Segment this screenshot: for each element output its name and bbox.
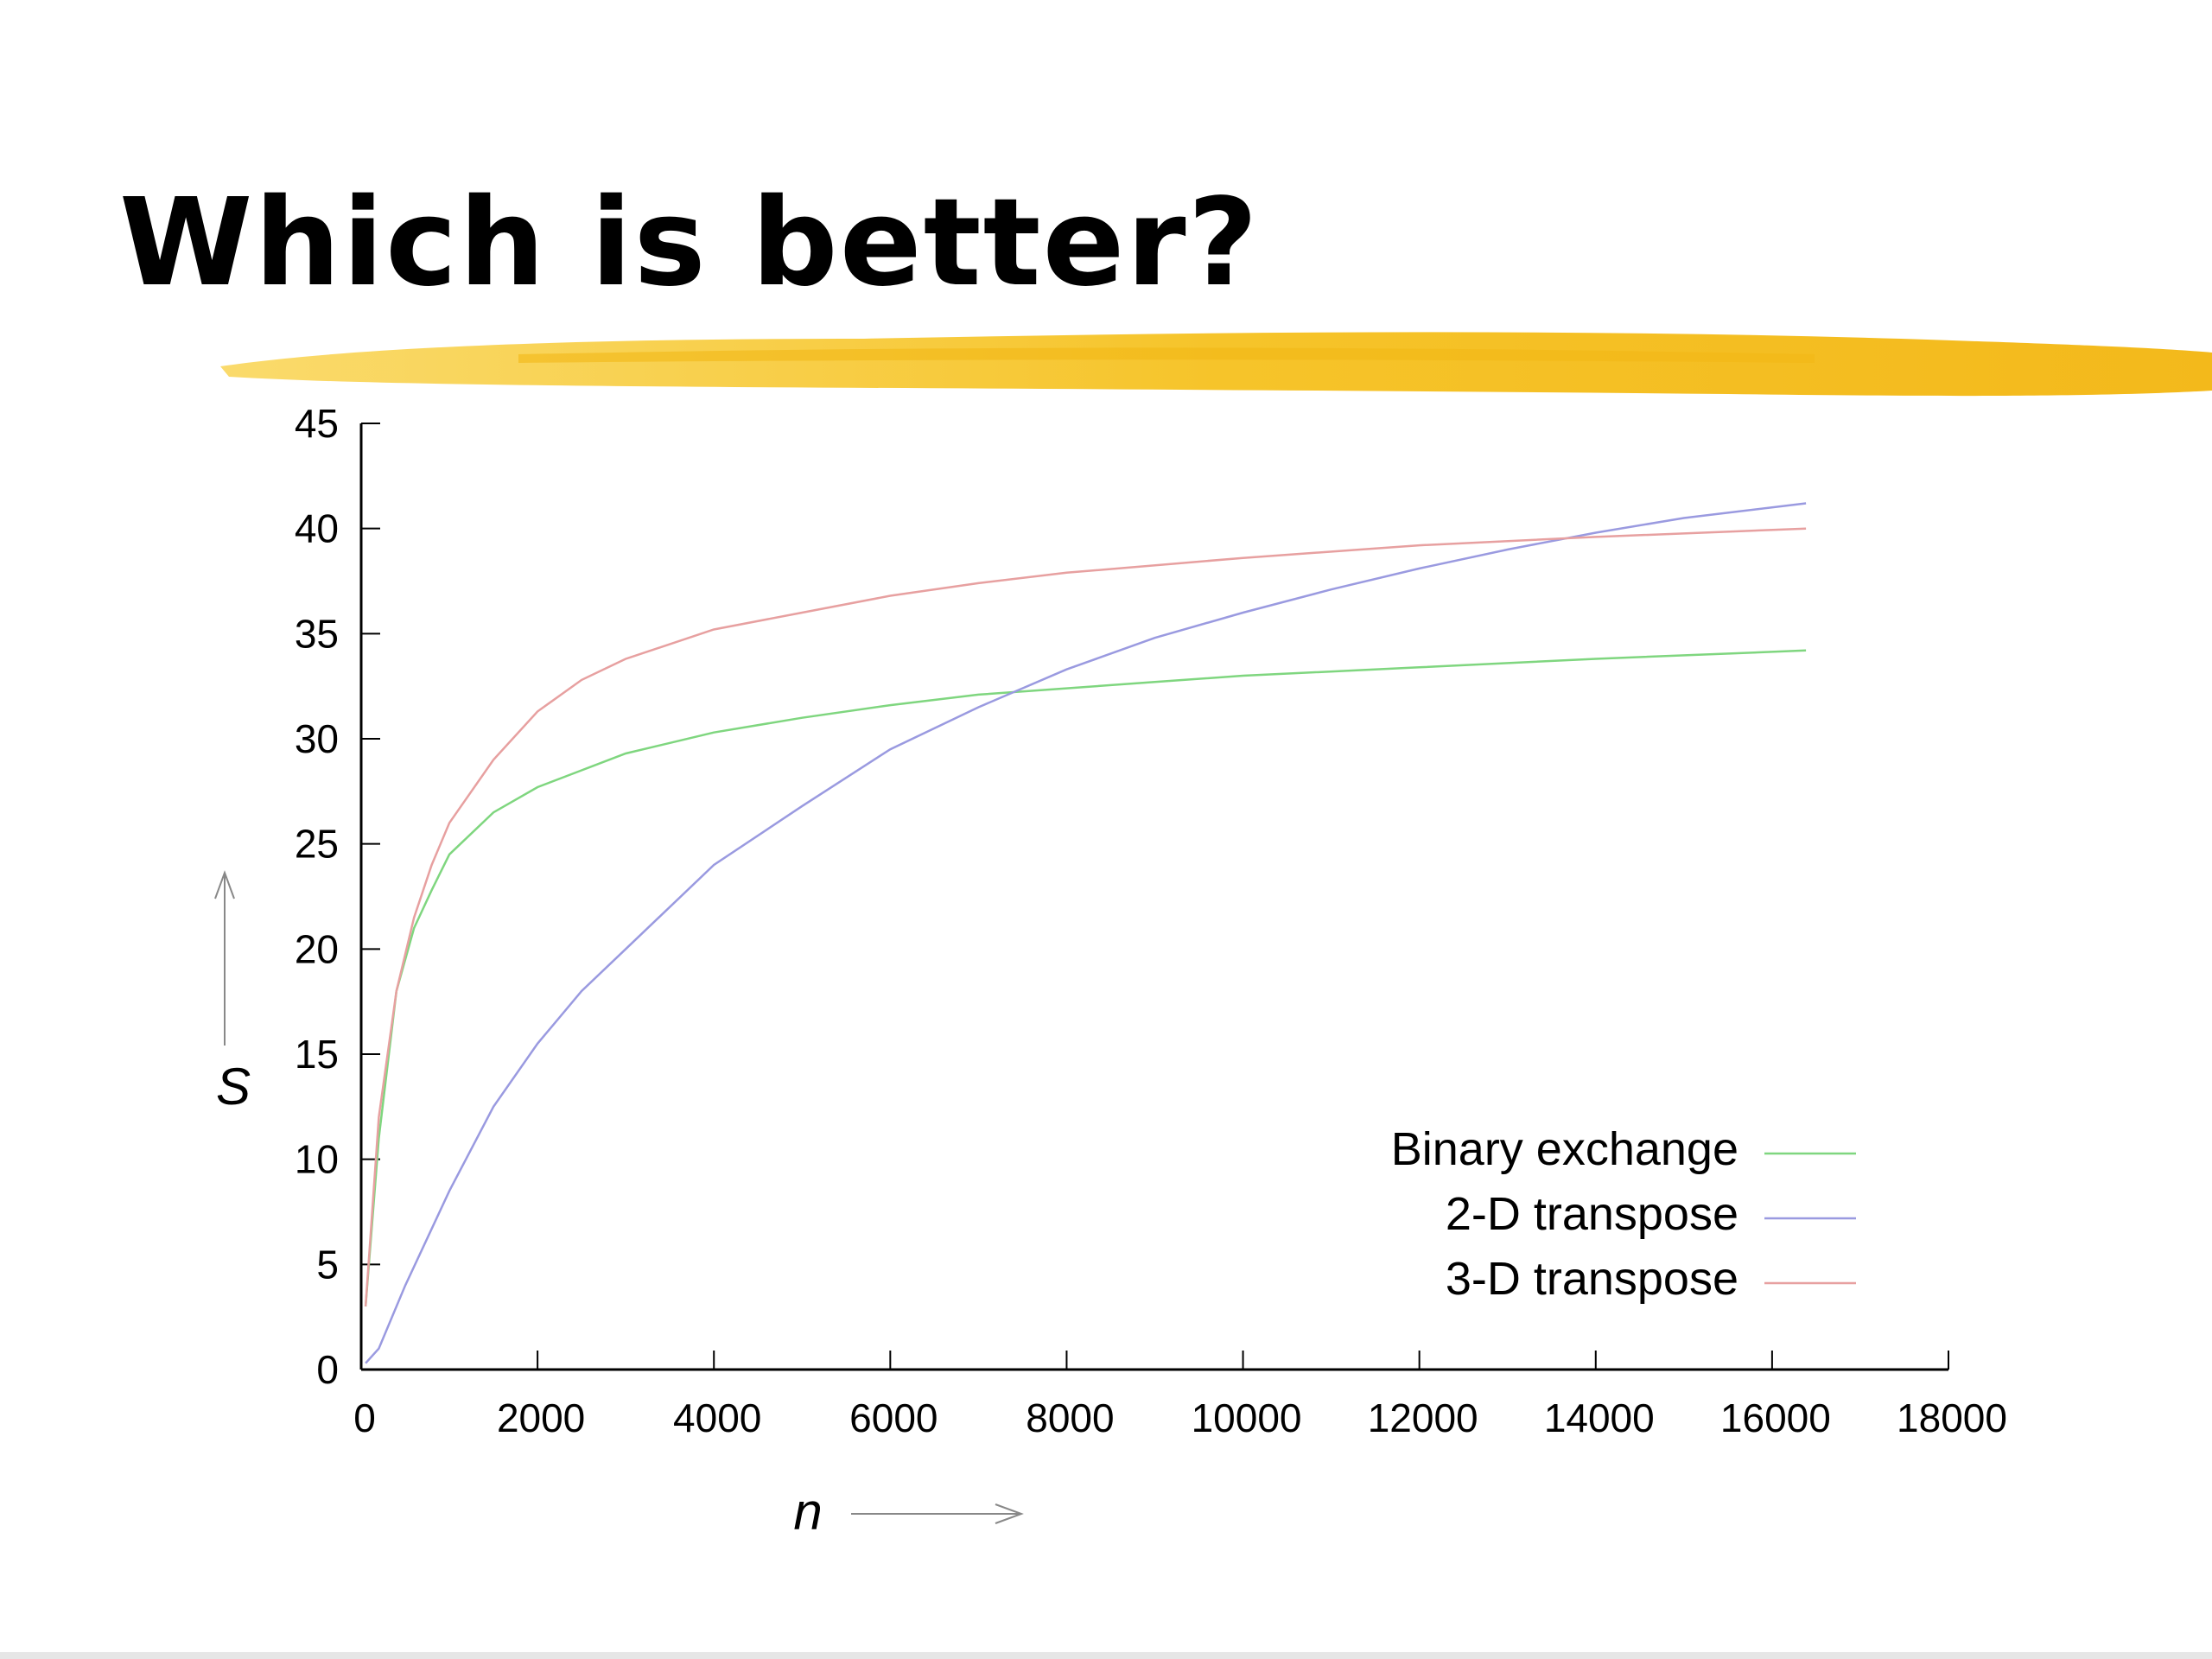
y-axis-label: S <box>216 1058 251 1116</box>
x-tick-label: 8000 <box>1026 1395 1114 1440</box>
series-line-0 <box>364 649 1807 1307</box>
y-tick-label: 5 <box>316 1242 339 1287</box>
legend-label-2: 3-D transpose <box>1446 1253 1738 1305</box>
y-tick-label: 40 <box>295 506 339 551</box>
chart-axes: 0 5 10 15 20 25 30 35 40 45 0 2000 4000 6000 8000 10000… <box>295 401 2007 1440</box>
x-tick-label: 16000 <box>1720 1395 1831 1440</box>
y-tick-label: 35 <box>295 611 339 656</box>
x-tick-label: 14000 <box>1544 1395 1655 1440</box>
x-tick-label: 6000 <box>849 1395 938 1440</box>
x-tick-label: 4000 <box>673 1395 761 1440</box>
y-axis-arrow-head <box>214 870 235 899</box>
x-axis-label: n <box>793 1483 822 1541</box>
x-tick-label: 18000 <box>1897 1395 2007 1440</box>
y-tick-label: 20 <box>295 926 339 971</box>
x-tick-label: 2000 <box>497 1395 585 1440</box>
legend-label-0: Binary exchange <box>1391 1123 1738 1175</box>
highlight-stroke-main <box>220 332 2212 397</box>
chart-series <box>364 502 1807 1364</box>
chart-axis-labels: Sn <box>214 870 1024 1541</box>
x-axis-arrow-head <box>995 1503 1024 1524</box>
y-tick-label: 45 <box>295 401 339 446</box>
series-line-1 <box>365 502 1807 1364</box>
series-line-2 <box>364 527 1807 1307</box>
y-tick-label: 10 <box>295 1137 339 1182</box>
chart-legend: Binary exchange 2-D transpose 3-D transpos… <box>1391 1123 1856 1305</box>
highlight-stroke-texture <box>518 347 1815 363</box>
x-tick-label: 0 <box>353 1395 376 1440</box>
slide-title: Which is better? <box>119 173 1260 314</box>
legend-label-1: 2-D transpose <box>1446 1188 1738 1240</box>
x-tick-label: 12000 <box>1368 1395 1478 1440</box>
y-tick-label: 0 <box>316 1347 339 1392</box>
x-tick-label: 10000 <box>1192 1395 1302 1440</box>
y-tick-label: 25 <box>295 822 339 867</box>
y-tick-label: 15 <box>295 1032 339 1077</box>
title-highlight-stroke <box>220 332 2212 397</box>
y-tick-label: 30 <box>295 716 339 761</box>
bottom-band <box>0 1652 2212 1659</box>
